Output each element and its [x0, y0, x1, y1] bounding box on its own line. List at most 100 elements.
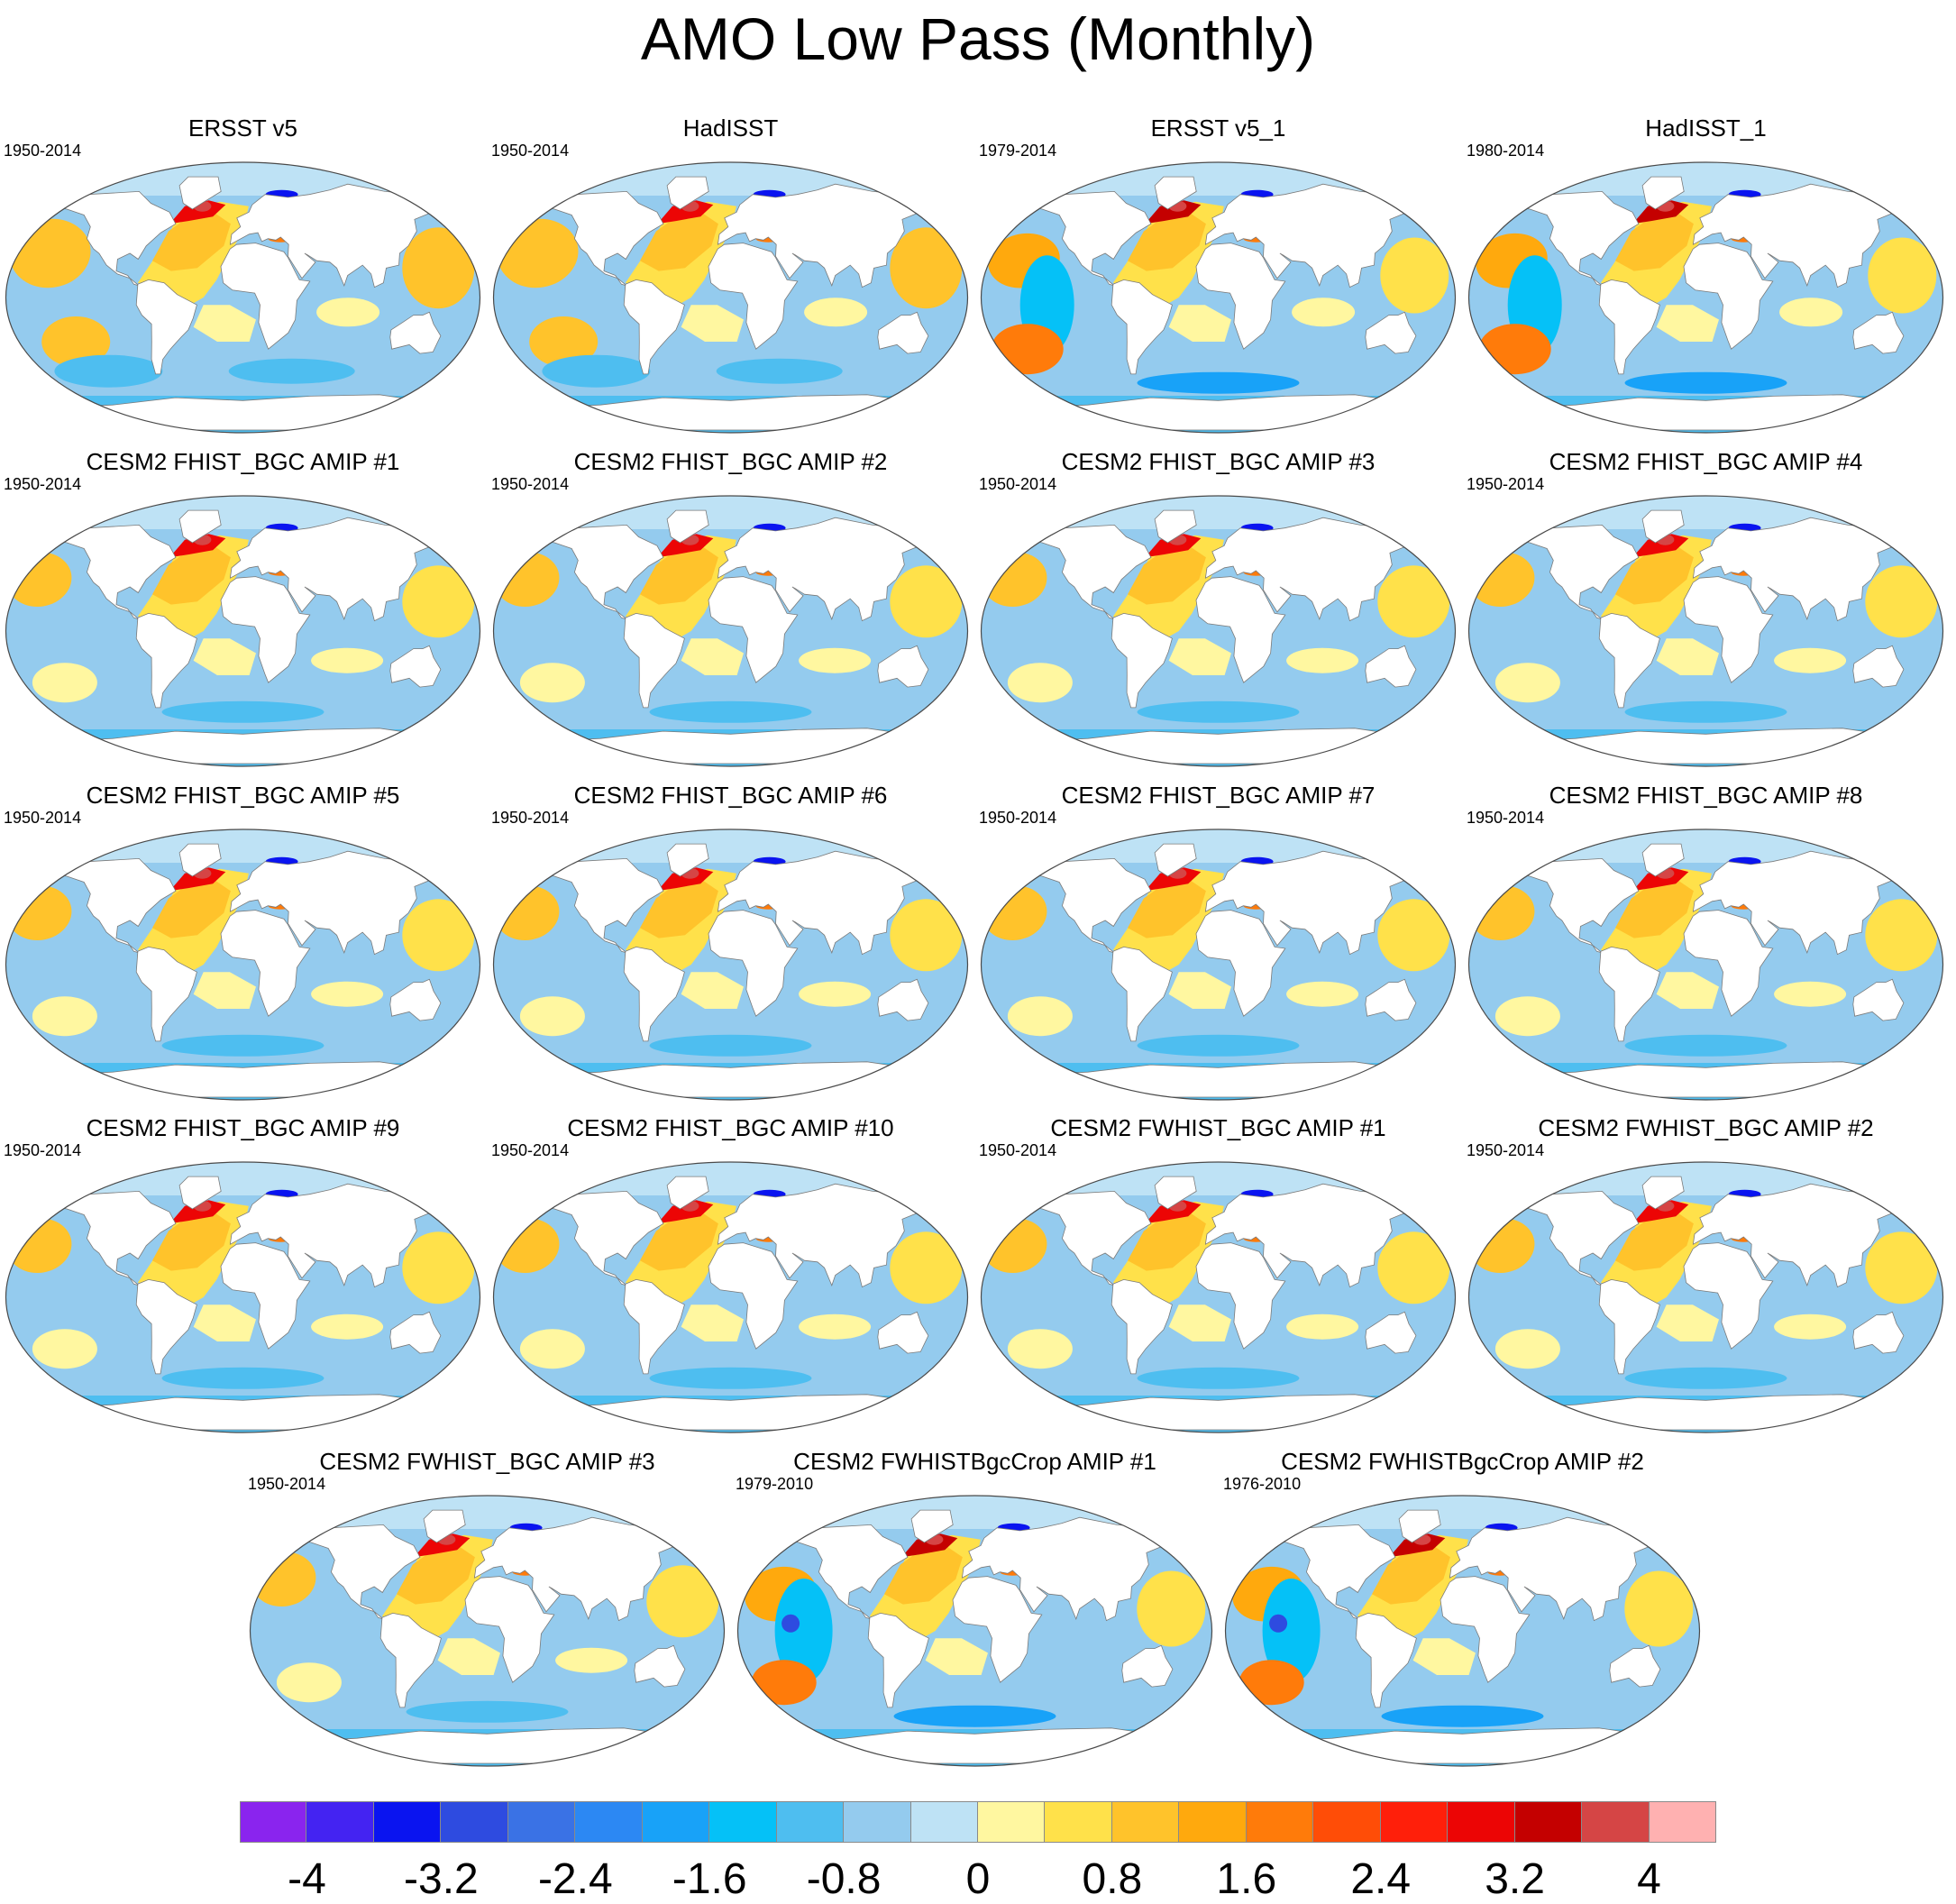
map-panel: CESM2 FHIST_BGC AMIP #7 1950-2014 — [979, 782, 1458, 1103]
north-america-landmass — [538, 524, 664, 620]
north-america-landmass — [538, 190, 664, 287]
map-panel: CESM2 FHIST_BGC AMIP #5 1950-2014 — [4, 782, 482, 1103]
colorbar-box — [1380, 1801, 1449, 1843]
panel-title: CESM2 FHIST_BGC AMIP #10 — [567, 1114, 894, 1141]
north-america-landmass — [1026, 524, 1152, 620]
africa-landmass — [1195, 1242, 1286, 1350]
north-america-landmass — [1513, 524, 1640, 620]
greenland-landmass — [1154, 1176, 1197, 1210]
panel-title: ERSST v5_1 — [1150, 114, 1286, 142]
australia-landmass — [1852, 311, 1905, 354]
map-panel: CESM2 FHIST_BGC AMIP #3 1950-2014 — [979, 448, 1458, 769]
south-atlantic-neutral-region — [437, 1638, 500, 1675]
east-pacific-cool-anomaly — [1262, 1579, 1321, 1683]
sst-anomaly-map — [492, 1161, 969, 1433]
map-outline — [5, 161, 481, 434]
panel-period: 1950-2014 — [1467, 809, 1545, 827]
arctic-band — [493, 496, 968, 529]
south-atlantic-neutral-region — [1656, 1304, 1719, 1341]
south-pacific-neutral-anomaly — [32, 663, 97, 703]
eurasia-landmass — [1692, 850, 1916, 956]
greenland-landmass — [1641, 509, 1685, 544]
indian-ocean-neutral-anomaly — [1292, 298, 1356, 327]
south-pacific-neutral-anomaly — [1007, 1329, 1073, 1369]
north-atlantic-warm-core — [640, 879, 718, 938]
greenland-landmass — [178, 843, 222, 877]
colorbar-box — [844, 1801, 911, 1843]
panel-period: 1976-2010 — [1223, 1475, 1302, 1493]
arctic-band — [981, 496, 1456, 529]
southern-pacific-cool-anomaly — [54, 354, 163, 388]
map-outline — [5, 1161, 481, 1433]
panel-title: CESM2 FHIST_BGC AMIP #3 — [1061, 448, 1376, 475]
panel-title: CESM2 FHIST_BGC AMIP #8 — [1549, 782, 1863, 809]
colorbar-box — [1649, 1801, 1716, 1843]
eurasia-landmass — [1692, 1183, 1916, 1288]
colorbar — [240, 1801, 1716, 1843]
map-outline — [249, 1495, 726, 1767]
australia-landmass — [877, 1311, 929, 1354]
indian-ocean-neutral-anomaly — [311, 647, 384, 673]
indian-ocean-neutral-anomaly — [1774, 1314, 1847, 1340]
ocean-background — [493, 162, 968, 433]
north-atlantic-warm-core — [152, 212, 231, 271]
south-pacific-neutral-anomaly — [1494, 1329, 1560, 1369]
southern-pacific-cool-anomaly — [542, 354, 651, 388]
north-america-landmass — [782, 1524, 909, 1620]
australia-landmass — [389, 645, 442, 688]
north-atlantic-warm-core — [640, 545, 718, 605]
colorbar-box — [306, 1801, 374, 1843]
subpolar-gyre-strong-warm — [657, 1200, 714, 1224]
west-pacific-warm-anomaly — [1865, 899, 1938, 972]
north-atlantic-warm-core — [640, 212, 718, 271]
panel-period: 1950-2014 — [4, 475, 82, 493]
arctic-band — [5, 162, 480, 196]
australia-landmass — [389, 311, 442, 354]
north-atlantic-warm-core — [1128, 1212, 1206, 1271]
north-atlantic-warm-core — [1615, 1212, 1694, 1271]
north-america-landmass — [1513, 857, 1640, 954]
north-atlantic-warm-core — [1128, 545, 1206, 605]
north-atlantic-warm-core — [152, 879, 231, 938]
southern-ocean-cool-anomaly — [716, 358, 843, 384]
map-outline — [736, 1495, 1213, 1767]
north-america-landmass — [1270, 1524, 1396, 1620]
map-panel: HadISST_1 1980-2014 — [1467, 114, 1945, 435]
south-atlantic-neutral-region — [925, 1638, 988, 1675]
map-panel: CESM2 FWHISTBgcCrop AMIP #1 1979-2010 — [736, 1448, 1214, 1769]
australia-landmass — [1365, 645, 1417, 688]
east-pacific-strong-cool-anomaly — [781, 1614, 800, 1633]
south-america-landmass — [1111, 279, 1173, 375]
indian-ocean-neutral-anomaly — [311, 981, 384, 1007]
colorbar-tick-label: -1.6 — [672, 1855, 747, 1903]
ocean-background — [1468, 829, 1943, 1100]
arctic-band — [1468, 162, 1943, 196]
north-america-landmass — [1026, 190, 1152, 287]
panel-period: 1950-2014 — [491, 475, 570, 493]
colorbar-box — [240, 1801, 307, 1843]
southern-ocean-cool-anomaly — [1137, 371, 1300, 394]
colorbar-box — [1179, 1801, 1247, 1843]
west-pacific-warm-anomaly — [1865, 1231, 1938, 1304]
panel-title: CESM2 FHIST_BGC AMIP #4 — [1549, 448, 1863, 475]
indian-ocean-neutral-anomaly — [1774, 647, 1847, 673]
south-america-landmass — [379, 1612, 442, 1708]
west-pacific-warm-anomaly — [1377, 1231, 1450, 1304]
north-atlantic-warm-core — [640, 1212, 718, 1271]
sst-anomaly-map — [5, 828, 481, 1101]
colorbar-tick-label: 0 — [965, 1855, 991, 1903]
greenland-landmass — [666, 509, 709, 544]
arctic-band — [493, 1162, 968, 1195]
southern-ocean-cool-anomaly — [161, 1367, 324, 1389]
map-outline — [1467, 495, 1944, 767]
map-panel: CESM2 FHIST_BGC AMIP #4 1950-2014 — [1467, 448, 1945, 769]
eurasia-landmass — [229, 517, 453, 622]
north-atlantic-warm-core — [884, 1545, 963, 1605]
south-atlantic-neutral-region — [193, 972, 256, 1009]
north-atlantic-warm-core — [397, 1545, 475, 1605]
panel-period: 1950-2014 — [4, 809, 82, 827]
north-america-landmass — [1026, 1190, 1152, 1286]
map-outline — [492, 828, 969, 1101]
eurasia-landmass — [961, 1516, 1185, 1622]
north-atlantic-warm-core — [152, 1212, 231, 1271]
